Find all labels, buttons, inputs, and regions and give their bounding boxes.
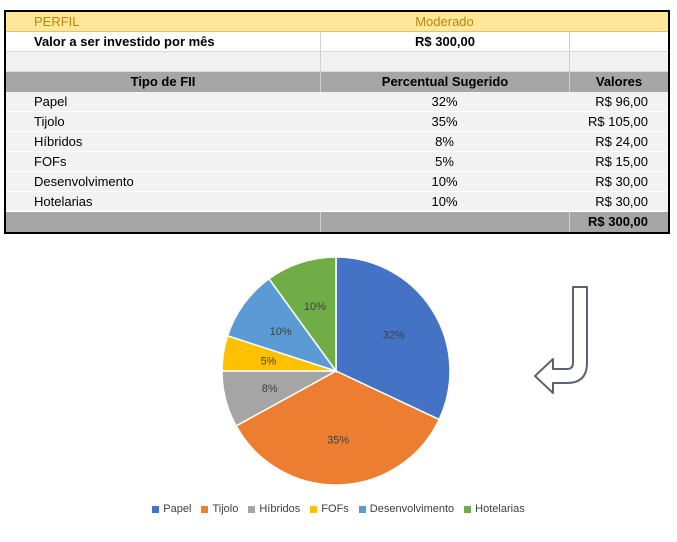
valor-cell[interactable]: R$ 24,00 bbox=[595, 134, 648, 149]
percentual-cell[interactable]: 32% bbox=[431, 94, 458, 109]
chart-legend: Papel Tijolo Híbridos FOFs Desenvolvimento Ho… bbox=[0, 503, 677, 515]
pie-chart: 32% 35% 8% 5% 10% 10% bbox=[221, 256, 451, 486]
legend-swatch bbox=[464, 505, 472, 513]
valor-cell[interactable]: R$ 15,00 bbox=[595, 154, 648, 169]
legend-label: Híbridos bbox=[259, 503, 301, 515]
perfil-row: PERFIL Moderado bbox=[6, 12, 668, 32]
tipo-cell[interactable]: Hotelarias bbox=[34, 194, 93, 209]
legend-item[interactable]: Híbridos bbox=[248, 503, 300, 515]
table-row: Papel 32% R$ 96,00 bbox=[6, 92, 668, 112]
valor-cell[interactable]: R$ 30,00 bbox=[595, 174, 648, 189]
header-tipo[interactable]: Tipo de FII bbox=[130, 74, 196, 89]
header-valores[interactable]: Valores bbox=[569, 72, 668, 92]
tipo-cell[interactable]: FOFs bbox=[34, 154, 67, 169]
fii-table: PERFIL Moderado Valor a ser investido po… bbox=[4, 10, 670, 234]
header-percentual[interactable]: Percentual Sugerido bbox=[320, 72, 569, 92]
perfil-label[interactable]: PERFIL bbox=[34, 14, 80, 29]
invest-value[interactable]: R$ 300,00 bbox=[320, 32, 569, 51]
legend-swatch bbox=[358, 505, 366, 513]
valor-cell[interactable]: R$ 105,00 bbox=[588, 114, 648, 129]
legend-item[interactable]: Papel bbox=[152, 503, 191, 515]
pie-slices bbox=[221, 256, 451, 486]
legend-label: Hotelarias bbox=[475, 503, 525, 515]
legend-label: Desenvolvimento bbox=[369, 503, 455, 515]
tipo-cell[interactable]: Híbridos bbox=[34, 134, 83, 149]
blank-cell[interactable] bbox=[320, 52, 569, 71]
legend-swatch bbox=[201, 505, 209, 513]
legend-item[interactable]: Tijolo bbox=[201, 503, 238, 515]
blank-row bbox=[6, 52, 668, 72]
pie-labels: 32% 35% 8% 5% 10% 10% bbox=[260, 301, 405, 447]
total-empty-cell[interactable] bbox=[320, 212, 569, 232]
header-row: Tipo de FII Percentual Sugerido Valores bbox=[6, 72, 668, 92]
legend-swatch bbox=[248, 505, 256, 513]
legend-swatch bbox=[152, 505, 160, 513]
tipo-cell[interactable]: Papel bbox=[34, 94, 68, 109]
legend-item[interactable]: FOFs bbox=[310, 503, 349, 515]
pie-data-label: 32% bbox=[383, 329, 405, 341]
legend-swatch bbox=[310, 505, 318, 513]
pie-data-label: 10% bbox=[304, 301, 326, 313]
table-row: Desenvolvimento 10% R$ 30,00 bbox=[6, 172, 668, 192]
total-row: R$ 300,00 bbox=[6, 212, 668, 232]
percentual-cell[interactable]: 35% bbox=[431, 114, 458, 129]
legend-item[interactable]: Hotelarias bbox=[464, 503, 525, 515]
invest-empty-cell[interactable] bbox=[569, 32, 668, 51]
pie-slice-desenvolvimento[interactable] bbox=[226, 277, 338, 373]
invest-label[interactable]: Valor a ser investido por mês bbox=[34, 34, 215, 49]
pie-slice-tijolo[interactable] bbox=[235, 370, 441, 486]
pie-data-label: 35% bbox=[327, 434, 349, 446]
table-row: FOFs 5% R$ 15,00 bbox=[6, 152, 668, 172]
legend-label: Papel bbox=[163, 503, 192, 515]
pie-data-label: 10% bbox=[270, 326, 292, 338]
pie-data-label: 5% bbox=[260, 355, 276, 367]
invest-row: Valor a ser investido por mês R$ 300,00 bbox=[6, 32, 668, 52]
perfil-value[interactable]: Moderado bbox=[415, 14, 474, 29]
percentual-cell[interactable]: 10% bbox=[431, 194, 458, 209]
percentual-cell[interactable]: 5% bbox=[435, 154, 454, 169]
table-row: Hotelarias 10% R$ 30,00 bbox=[6, 192, 668, 212]
pie-slice-hotelarias[interactable] bbox=[267, 256, 337, 374]
total-value[interactable]: R$ 300,00 bbox=[569, 212, 668, 232]
tipo-cell[interactable]: Desenvolvimento bbox=[34, 174, 134, 189]
legend-item[interactable]: Desenvolvimento bbox=[358, 503, 455, 515]
legend-label: FOFs bbox=[321, 503, 349, 515]
pie-slice-papel[interactable] bbox=[335, 256, 451, 421]
curved-arrow-icon bbox=[534, 286, 588, 394]
blank-cell[interactable] bbox=[569, 52, 668, 71]
table-row: Híbridos 8% R$ 24,00 bbox=[6, 132, 668, 152]
pie-data-label: 8% bbox=[262, 383, 278, 395]
table-row: Tijolo 35% R$ 105,00 bbox=[6, 112, 668, 132]
valor-cell[interactable]: R$ 30,00 bbox=[595, 194, 648, 209]
percentual-cell[interactable]: 8% bbox=[435, 134, 454, 149]
tipo-cell[interactable]: Tijolo bbox=[34, 114, 65, 129]
legend-label: Tijolo bbox=[212, 503, 239, 515]
valor-cell[interactable]: R$ 96,00 bbox=[595, 94, 648, 109]
percentual-cell[interactable]: 10% bbox=[431, 174, 458, 189]
